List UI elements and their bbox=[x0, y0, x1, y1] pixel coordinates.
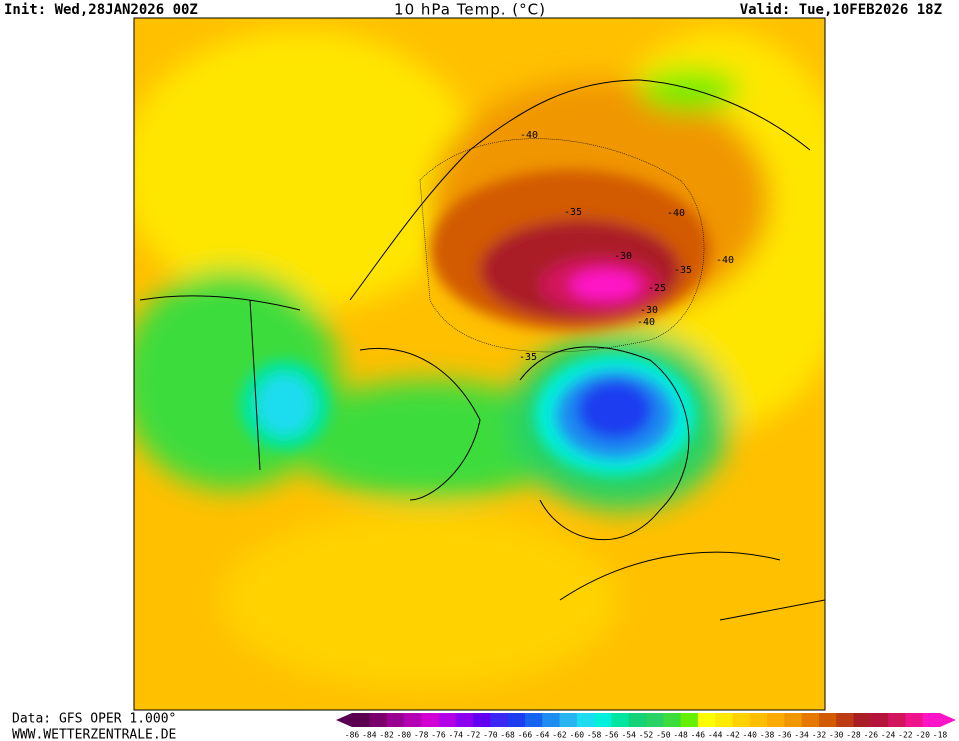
colorbar-swatch bbox=[576, 713, 595, 727]
colorbar-label: -80 bbox=[397, 731, 412, 740]
contour-label: -25 bbox=[648, 283, 666, 294]
colorbar-label: -28 bbox=[846, 731, 861, 740]
colorbar-label: -78 bbox=[414, 731, 429, 740]
colorbar-label: -54 bbox=[621, 731, 636, 740]
colorbar-arrow-high bbox=[940, 713, 956, 727]
init-time: Init: Wed,28JAN2026 00Z bbox=[4, 2, 198, 18]
colorbar-label: -64 bbox=[535, 731, 550, 740]
colorbar-swatch bbox=[818, 713, 837, 727]
colorbar-swatch bbox=[611, 713, 630, 727]
colorbar-swatch bbox=[542, 713, 561, 727]
colorbar-label: -50 bbox=[656, 731, 671, 740]
colorbar-swatch bbox=[490, 713, 509, 727]
colorbar-label: -76 bbox=[431, 731, 446, 740]
colorbar-label: -86 bbox=[345, 731, 360, 740]
colorbar-label: -20 bbox=[915, 731, 930, 740]
colorbar-swatch bbox=[386, 713, 405, 727]
contour-label: -40 bbox=[716, 255, 734, 266]
colorbar-swatch bbox=[888, 713, 906, 727]
colorbar-swatch bbox=[369, 713, 388, 727]
colorbar-swatch bbox=[524, 713, 543, 727]
colorbar-swatch bbox=[801, 713, 820, 727]
colorbar: -86 -84 -82 -80 -78 -76 -74 -72 -70 -68 -66 -64 -62-… bbox=[336, 713, 956, 740]
colorbar-swatch bbox=[697, 713, 716, 727]
colorbar-swatch bbox=[507, 713, 526, 727]
colorbar-swatch bbox=[715, 713, 733, 727]
colorbar-label: -82 bbox=[379, 731, 394, 740]
contour-label: -30 bbox=[640, 305, 658, 316]
map-frame bbox=[133, 17, 826, 711]
colorbar-label: -46 bbox=[691, 731, 706, 740]
colorbar-swatch bbox=[767, 713, 785, 727]
valid-time: Valid: Tue,10FEB2026 18Z bbox=[740, 2, 942, 18]
colorbar-swatch bbox=[732, 713, 751, 727]
colorbar-label: -52 bbox=[639, 731, 654, 740]
colorbar-swatch bbox=[784, 713, 803, 727]
contour-label: -35 bbox=[519, 352, 537, 363]
contour-label: -30 bbox=[614, 251, 632, 262]
colorbar-label: -74 bbox=[449, 731, 464, 740]
colorbar-label: -42 bbox=[725, 731, 740, 740]
colorbar-label: -22 bbox=[898, 731, 913, 740]
colorbar-label: -34 bbox=[794, 731, 809, 740]
colorbar-label: -32 bbox=[812, 731, 827, 740]
colorbar-swatch bbox=[594, 713, 612, 727]
colorbar-swatch bbox=[559, 713, 578, 727]
colorbar-swatch bbox=[853, 713, 872, 727]
colorbar-swatch bbox=[646, 713, 664, 727]
map: -40 -35 -40 -40 -30 -35 -25 -30 -40 -35 bbox=[134, 18, 825, 710]
colorbar-label: -84 bbox=[362, 731, 377, 740]
colorbar-arrow-low bbox=[336, 713, 352, 727]
colorbar-swatch bbox=[922, 713, 941, 727]
colorbar-label: -58 bbox=[587, 731, 602, 740]
colorbar-swatch bbox=[749, 713, 768, 727]
colorbar-swatch bbox=[438, 713, 457, 727]
contour-label: -35 bbox=[564, 207, 582, 218]
colorbar-label: -56 bbox=[604, 731, 619, 740]
colorbar-swatch bbox=[352, 713, 370, 727]
colorbar-label: -48 bbox=[673, 731, 688, 740]
colorbar-label: -70 bbox=[483, 731, 498, 740]
colorbar-swatch bbox=[455, 713, 474, 727]
colorbar-label: -44 bbox=[708, 731, 723, 740]
colorbar-label: -62 bbox=[552, 731, 567, 740]
colorbar-swatch bbox=[905, 713, 924, 727]
colorbar-swatch bbox=[421, 713, 439, 727]
colorbar-label: -68 bbox=[500, 731, 515, 740]
colorbar-swatch bbox=[680, 713, 699, 727]
contour-label: -40 bbox=[637, 317, 655, 328]
colorbar-label: -24 bbox=[881, 731, 896, 740]
website: WWW.WETTERZENTRALE.DE bbox=[12, 728, 176, 741]
data-source: Data: GFS OPER 1.000° bbox=[12, 712, 176, 727]
colorbar-swatch bbox=[403, 713, 422, 727]
colorbar-swatch bbox=[628, 713, 647, 727]
contour-label: -40 bbox=[520, 130, 538, 141]
colorbar-label: -60 bbox=[570, 731, 585, 740]
colorbar-swatch bbox=[663, 713, 682, 727]
colorbar-label: -18 bbox=[933, 731, 948, 740]
colorbar-swatch bbox=[473, 713, 491, 727]
map-title: 10 hPa Temp. (°C) bbox=[394, 1, 546, 19]
colorbar-swatch bbox=[870, 713, 889, 727]
colorbar-label: -36 bbox=[777, 731, 792, 740]
contour-label: -40 bbox=[667, 208, 685, 219]
colorbar-swatch bbox=[836, 713, 855, 727]
contour-label: -35 bbox=[674, 265, 692, 276]
colorbar-label: -38 bbox=[760, 731, 775, 740]
colorbar-label: -30 bbox=[829, 731, 844, 740]
colorbar-label: -66 bbox=[518, 731, 533, 740]
colorbar-label: -26 bbox=[864, 731, 879, 740]
colorbar-label: -40 bbox=[743, 731, 758, 740]
colorbar-label: -72 bbox=[466, 731, 481, 740]
